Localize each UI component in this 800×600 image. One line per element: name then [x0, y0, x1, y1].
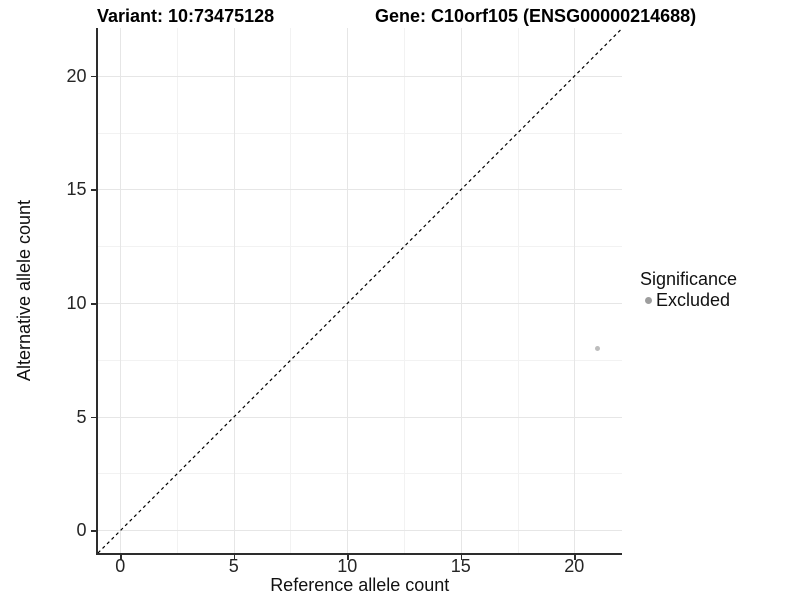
- legend-item-label: Excluded: [656, 290, 731, 310]
- x-axis-line: [96, 553, 622, 555]
- y-tick-mark: [91, 416, 96, 419]
- y-tick-mark: [91, 303, 96, 305]
- legend: Significance Excluded: [640, 269, 737, 311]
- y-major-gridline: [97, 75, 622, 77]
- y-major-gridline: [97, 530, 622, 532]
- y-axis-line: [96, 28, 98, 555]
- x-tick-mark: [120, 554, 122, 560]
- legend-item-excluded: Excluded: [640, 290, 737, 311]
- y-minor-gridline: [97, 246, 622, 248]
- x-minor-gridline: [176, 28, 178, 553]
- x-tick-label: 0: [115, 556, 126, 576]
- y-tick-mark: [91, 530, 96, 532]
- y-minor-gridline: [97, 132, 622, 134]
- y-tick-label: 15: [66, 179, 87, 200]
- x-major-gridline: [460, 28, 462, 553]
- x-tick-label: 20: [564, 556, 585, 576]
- x-tick-label: 10: [337, 556, 358, 576]
- plot-title-gene: Gene: C10orf105 (ENSG00000214688): [375, 6, 697, 26]
- x-major-gridline: [574, 28, 576, 553]
- y-tick-mark: [91, 75, 96, 78]
- y-axis-title: Alternative allele count: [14, 199, 34, 381]
- x-minor-gridline: [404, 28, 406, 553]
- plot-title-variant: Variant: 10:73475128: [97, 6, 275, 26]
- x-major-gridline: [120, 28, 122, 553]
- x-minor-gridline: [517, 28, 519, 553]
- x-major-gridline: [347, 28, 349, 553]
- y-major-gridline: [97, 189, 622, 191]
- y-tick-mark: [91, 189, 96, 191]
- y-major-gridline: [97, 416, 622, 418]
- x-minor-gridline: [290, 28, 292, 553]
- x-tick-label: 5: [228, 556, 239, 576]
- y-major-gridline: [97, 303, 622, 304]
- y-tick-label: 10: [66, 293, 87, 313]
- y-tick-label: 20: [66, 65, 87, 86]
- x-tick-mark: [233, 554, 236, 560]
- y-tick-label: 5: [76, 406, 87, 427]
- x-axis-title: Reference allele count: [270, 575, 450, 595]
- x-tick-label: 15: [450, 556, 471, 576]
- legend-title: Significance: [640, 269, 738, 289]
- identity-line: [97, 27, 623, 554]
- y-minor-gridline: [97, 359, 622, 361]
- x-major-gridline: [233, 28, 235, 553]
- x-tick-mark: [347, 554, 349, 560]
- y-minor-gridline: [97, 473, 622, 475]
- y-tick-label: 0: [76, 520, 87, 541]
- x-tick-mark: [460, 554, 463, 560]
- data-point: [594, 345, 600, 351]
- chart-panel: [97, 27, 623, 554]
- x-tick-mark: [574, 554, 576, 560]
- legend-point-icon: [645, 297, 652, 304]
